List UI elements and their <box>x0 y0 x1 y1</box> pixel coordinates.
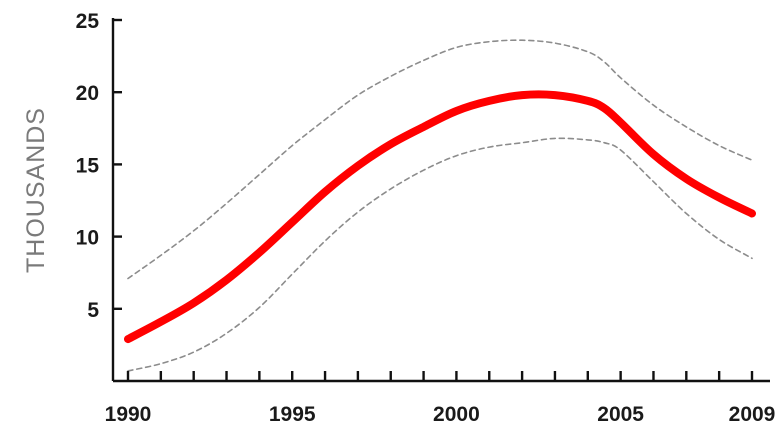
series-layer <box>124 39 756 372</box>
series-line-upper-bound <box>127 39 753 280</box>
x-tick-label: 2000 <box>433 403 480 426</box>
y-tick-label: 15 <box>76 154 100 177</box>
x-tick-label: 1995 <box>269 403 316 426</box>
series-line-estimate <box>124 90 756 344</box>
x-tick-label: 2005 <box>597 403 644 426</box>
y-tick-label: 20 <box>76 82 99 105</box>
x-tick-label: 2009 <box>729 403 776 426</box>
x-tick-label: 1990 <box>105 403 152 426</box>
series-line-lower-bound <box>127 137 753 372</box>
y-axis-title: THOUSANDS <box>22 107 50 273</box>
y-tick-label: 10 <box>76 227 99 250</box>
y-tick-label: 5 <box>87 299 99 322</box>
y-tick-label: 25 <box>76 10 100 33</box>
axes: 5 10 15 20 25 1990 1995 2000 2005 2009 <box>76 10 776 426</box>
